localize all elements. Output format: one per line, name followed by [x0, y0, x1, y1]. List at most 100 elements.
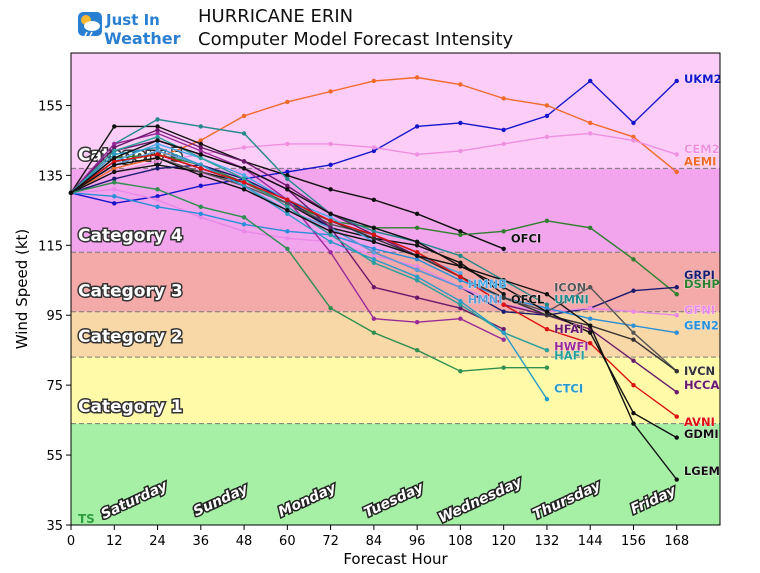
data-point-ships-green: [371, 330, 377, 335]
data-point-umni: [458, 253, 463, 258]
data-point-avni: [501, 302, 506, 307]
data-point-avni: [112, 159, 117, 164]
data-point-hafi: [198, 155, 203, 161]
series-label-avni: AVNI: [684, 415, 715, 429]
data-point-gdmi: [501, 285, 506, 290]
data-point-ships-green: [458, 368, 463, 374]
data-point-ofci: [414, 211, 420, 217]
x-tick-label: 132: [535, 534, 560, 549]
data-point-gen2: [458, 278, 463, 283]
data-point-lgem: [285, 208, 290, 213]
data-point-ships-green: [328, 306, 333, 311]
series-label-cem2: CEM2: [684, 142, 720, 156]
data-point-gen2: [285, 229, 290, 234]
data-point-cem2: [458, 148, 463, 154]
series-label-gen2: GEN2: [684, 319, 719, 333]
data-point-hmnb: [155, 141, 160, 147]
data-point-dshp: [501, 229, 506, 234]
data-point-hwfi: [501, 337, 506, 342]
band-label-category-3: Category 3: [78, 282, 183, 302]
data-point-ukm2: [371, 148, 377, 154]
data-point-hafi: [328, 232, 333, 238]
data-point-aemi: [544, 103, 550, 108]
data-point-lgem: [544, 292, 550, 297]
data-point-avni: [631, 382, 636, 388]
data-point-lgem: [588, 323, 593, 328]
data-point-cem2: [371, 145, 377, 150]
data-point-ctci: [328, 239, 333, 244]
plot-frame: [70, 52, 721, 526]
data-point-aemi: [371, 78, 377, 84]
data-point-gfni: [371, 253, 377, 258]
data-point-hcca: [631, 358, 636, 363]
data-point-grpi: [112, 176, 117, 182]
data-point-hafi: [544, 347, 550, 353]
data-point-hcca: [674, 389, 679, 395]
data-point-gfni: [241, 229, 247, 234]
data-point-hmni: [414, 267, 420, 272]
data-point-gfni: [112, 187, 117, 192]
data-point-ctci: [458, 299, 463, 304]
band-category-2: [71, 311, 720, 358]
y-tick-label: 95: [46, 309, 63, 324]
data-point-icon: [198, 169, 203, 175]
data-point-dshp: [588, 225, 593, 231]
data-point-hafi: [155, 134, 160, 140]
series-label-umni: UMNI: [554, 292, 589, 306]
x-tick-label: 72: [322, 534, 339, 549]
data-point-ofci: [458, 229, 463, 234]
data-point-avni: [674, 414, 679, 419]
data-point-hmni: [458, 285, 463, 290]
data-point-hfai: [414, 295, 420, 300]
data-point-cem2: [241, 145, 247, 150]
data-point-hcca: [285, 183, 290, 189]
series-label-hafi: HAFI: [554, 348, 585, 362]
data-point-dshp: [544, 218, 550, 224]
data-point-hwfi: [155, 131, 160, 136]
x-tick-label: 36: [193, 534, 210, 549]
data-point-aemi: [328, 89, 333, 94]
data-point-avni: [414, 250, 420, 255]
data-point-gen2: [198, 211, 203, 217]
data-point-gdmi: [631, 410, 636, 416]
data-point-gfni: [285, 236, 290, 241]
data-point-ukm2: [631, 120, 636, 126]
data-point-hafi: [112, 148, 117, 154]
data-point-cem2: [674, 152, 679, 157]
data-point-avni: [198, 166, 203, 171]
series-label-ivcn: IVCN: [684, 364, 715, 378]
data-point-gen2: [544, 306, 550, 311]
band-category-1: [71, 357, 720, 424]
data-point-hafi: [371, 260, 377, 265]
data-point-ukm2: [328, 162, 333, 168]
data-point-ships-green: [112, 180, 117, 185]
data-point-hwfi: [328, 250, 333, 255]
data-point-cem2: [285, 141, 290, 147]
data-point-gdmi: [328, 211, 333, 217]
data-point-lgem: [198, 173, 203, 178]
x-tick-label: 144: [578, 534, 603, 549]
data-point-gdmi: [198, 152, 203, 157]
data-point-ivcn: [674, 368, 679, 374]
data-point-gdmi: [588, 330, 593, 335]
data-point-gfni: [674, 313, 679, 318]
data-point-umni: [155, 117, 160, 122]
data-point-ukm2: [112, 201, 117, 206]
series-label-hmnb: HMNB: [468, 277, 507, 291]
data-point-gfni: [631, 309, 636, 314]
data-point-gen2: [414, 257, 420, 262]
data-point-lgem: [371, 239, 377, 244]
band-category-3: [71, 252, 720, 312]
data-point-hfai: [458, 306, 463, 311]
data-point-lgem: [155, 155, 160, 161]
data-point-hwfi: [458, 316, 463, 321]
y-tick-label: 55: [46, 449, 63, 464]
y-tick-label: 115: [38, 239, 63, 254]
data-point-ofci: [155, 124, 160, 129]
series-line-ships-green: [70, 181, 547, 372]
data-point-ofci: [285, 173, 290, 178]
data-point-hwfi: [198, 148, 203, 154]
data-point-ctci: [501, 330, 506, 335]
data-point-hfai: [328, 225, 333, 231]
